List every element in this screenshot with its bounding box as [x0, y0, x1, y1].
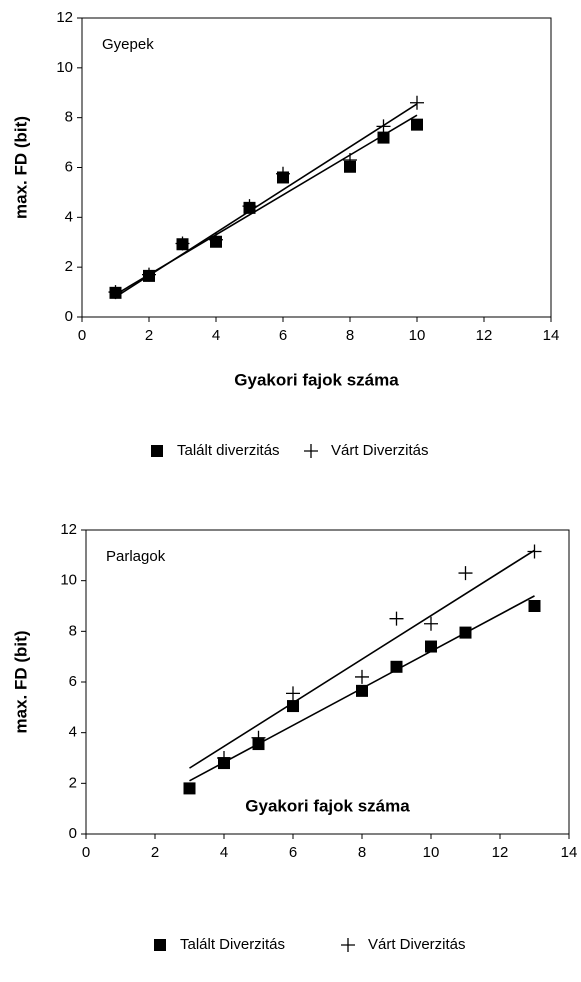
x-tick-label: 4: [212, 327, 220, 344]
legend-label: Talált diverzitás: [177, 442, 280, 459]
marker-plus: [251, 730, 266, 745]
marker-plus: [276, 166, 290, 181]
y-tick-label: 6: [69, 673, 77, 690]
y-tick-label: 12: [60, 521, 77, 538]
marker-square: [411, 118, 423, 131]
y-tick-label: 6: [65, 158, 73, 175]
x-tick-label: 14: [561, 844, 578, 861]
annotation: Gyepek: [102, 36, 154, 53]
y-tick-label: 10: [56, 59, 73, 76]
marker-plus: [142, 267, 156, 282]
marker-plus: [343, 153, 357, 168]
marker-square: [390, 660, 403, 673]
legend-marker: [304, 444, 318, 458]
x-tick-label: 2: [145, 327, 153, 344]
marker-plus: [286, 686, 300, 701]
y-tick-label: 12: [56, 9, 73, 26]
legend-marker: [151, 445, 163, 457]
y-tick-label: 8: [69, 622, 77, 639]
trend-line: [189, 549, 535, 769]
x-tick-label: 8: [346, 327, 354, 344]
marker-plus: [108, 285, 123, 300]
marker-plus: [217, 751, 231, 765]
marker-plus: [175, 236, 190, 251]
marker-plus: [242, 199, 257, 214]
y-tick-label: 8: [65, 109, 73, 126]
x-axis-title: Gyakori fajok száma: [234, 370, 399, 389]
marker-plus: [458, 566, 473, 581]
x-tick-label: 6: [279, 327, 287, 344]
legend-label: Talált Diverzitás: [180, 936, 285, 953]
y-tick-label: 4: [69, 724, 77, 741]
x-tick-label: 12: [492, 844, 509, 861]
x-tick-label: 8: [358, 844, 366, 861]
marker-square: [528, 600, 541, 612]
x-tick-label: 0: [82, 844, 90, 861]
x-tick-label: 0: [78, 327, 86, 344]
x-tick-label: 10: [409, 327, 426, 344]
trend-line: [115, 103, 418, 298]
marker-plus: [376, 119, 391, 134]
marker-plus: [355, 669, 369, 684]
marker-square: [287, 700, 299, 713]
x-tick-label: 4: [220, 844, 228, 861]
y-tick-label: 0: [69, 825, 77, 842]
legend-marker: [154, 939, 166, 951]
marker-square: [356, 684, 368, 697]
marker-plus: [389, 611, 404, 626]
marker-plus: [410, 95, 424, 110]
x-tick-label: 12: [476, 327, 493, 344]
marker-plus: [424, 616, 438, 631]
legend-marker: [341, 938, 355, 952]
x-axis-title: Gyakori fajok száma: [245, 796, 410, 815]
y-tick-label: 2: [65, 258, 73, 275]
y-axis-title: max. FD (bit): [11, 116, 30, 219]
marker-square: [377, 131, 390, 144]
y-tick-label: 4: [65, 208, 73, 225]
marker-square: [459, 626, 472, 639]
x-tick-label: 6: [289, 844, 297, 861]
marker-square: [425, 640, 437, 653]
x-tick-label: 10: [423, 844, 440, 861]
plot-frame: [85, 529, 570, 835]
marker-plus: [527, 544, 542, 559]
y-tick-label: 0: [65, 308, 73, 325]
y-axis-title: max. FD (bit): [11, 631, 30, 734]
x-tick-label: 14: [543, 327, 560, 344]
x-tick-label: 2: [151, 844, 159, 861]
y-tick-label: 2: [69, 774, 77, 791]
legend-label: Várt Diverzitás: [331, 442, 429, 459]
legend-label: Várt Diverzitás: [368, 936, 466, 953]
marker-square: [183, 782, 196, 795]
annotation: Parlagok: [106, 548, 166, 565]
marker-plus: [209, 232, 223, 247]
y-tick-label: 10: [60, 572, 77, 589]
